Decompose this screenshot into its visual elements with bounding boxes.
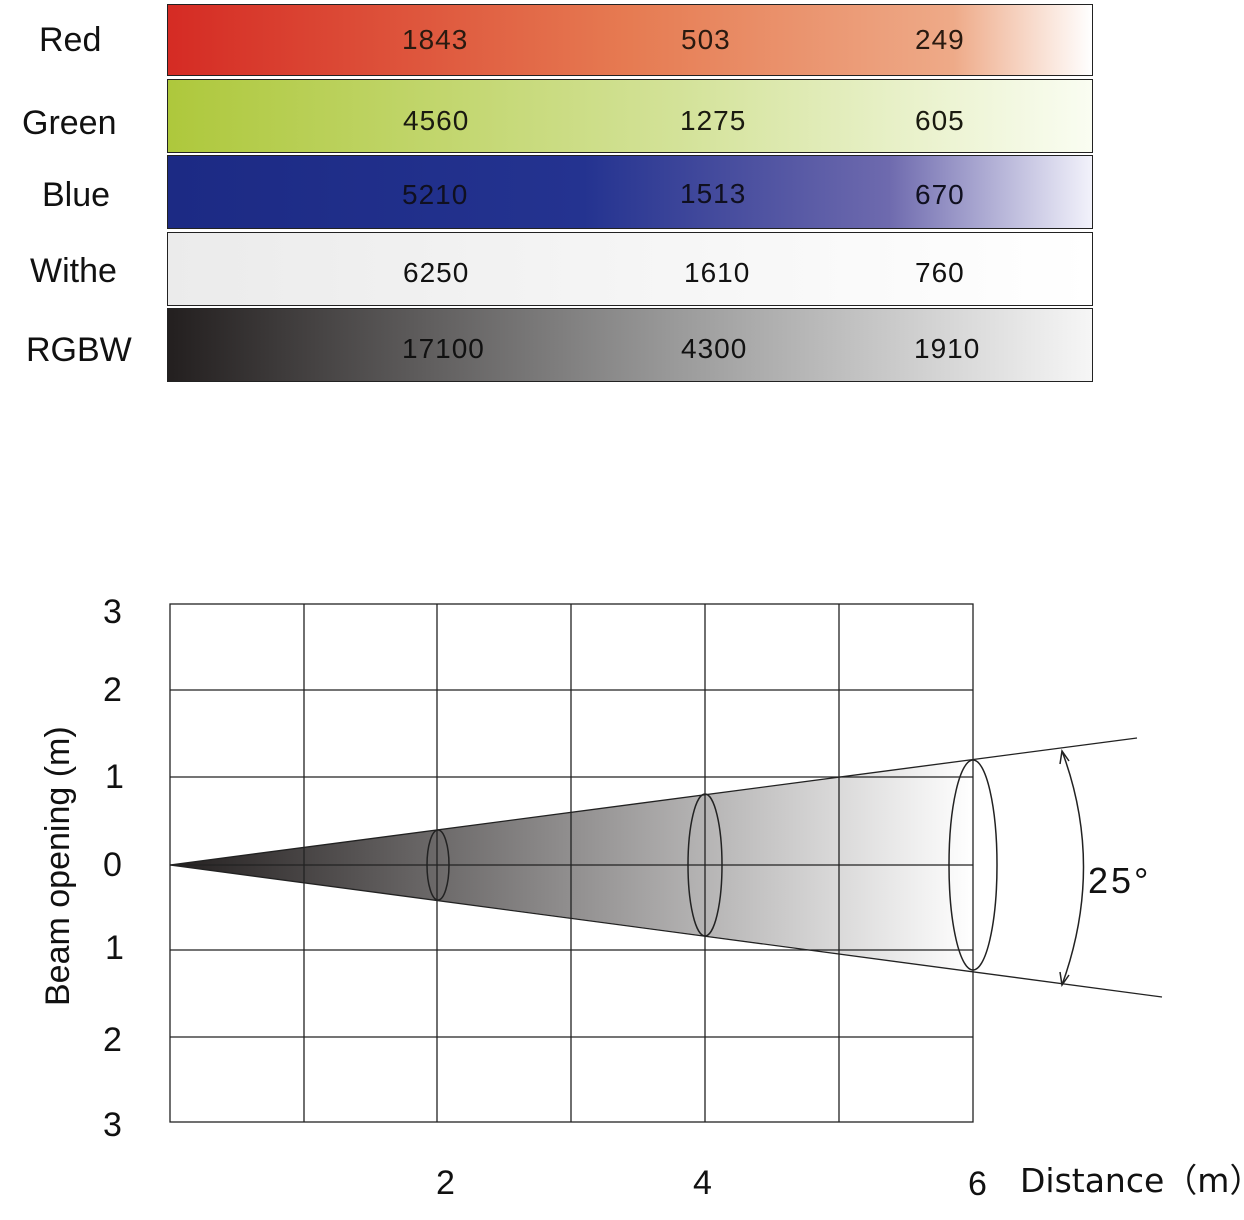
x-tick: 6 (968, 1165, 987, 1203)
row-label-rgbw: RGBW (26, 331, 132, 369)
value-blue-2m: 5210 (402, 179, 469, 210)
beam-sections (426, 759, 998, 971)
value-white-6m: 760 (915, 257, 965, 288)
value-rgbw-2m: 17100 (402, 333, 485, 364)
y-tick: 1 (105, 929, 124, 967)
y-tick: 1 (105, 758, 124, 796)
value-green-4m: 1275 (680, 105, 747, 136)
angle-indicator (1059, 749, 1085, 987)
beam-section-4m (687, 793, 723, 937)
y-tick: 0 (103, 846, 122, 884)
beam-section-6m (948, 759, 998, 971)
beam-edges (169, 737, 1163, 998)
value-green-6m: 605 (915, 105, 965, 136)
value-blue-4m: 1513 (680, 178, 747, 209)
bar-rgbw: 17100 4300 1910 (167, 308, 1093, 382)
bar-red: 1843 503 249 (167, 4, 1093, 76)
x-axis-ticks: 2 4 6 (436, 1164, 987, 1203)
x-tick: 4 (693, 1164, 712, 1202)
bar-white: 6250 1610 760 (167, 232, 1093, 306)
y-axis-ticks: 3 2 1 0 1 2 3 (103, 593, 124, 1144)
y-tick: 3 (103, 593, 122, 631)
beam-section-2m (426, 829, 450, 901)
row-label-blue: Blue (42, 176, 111, 214)
y-tick: 3 (103, 1106, 122, 1144)
row-label-red: Red (39, 21, 102, 59)
value-red-4m: 503 (681, 24, 731, 55)
value-white-2m: 6250 (403, 257, 470, 288)
y-tick: 2 (103, 1021, 122, 1059)
x-axis-label: Distance（m） (1020, 1161, 1244, 1200)
y-tick: 2 (103, 671, 122, 709)
value-rgbw-4m: 4300 (681, 333, 748, 364)
row-label-white: Withe (30, 252, 117, 290)
grid (169, 603, 974, 1123)
y-axis-label: Beam opening (m) (39, 726, 77, 1006)
value-green-2m: 4560 (403, 105, 470, 136)
angle-label: 25° (1088, 860, 1151, 901)
value-rgbw-6m: 1910 (914, 333, 981, 364)
value-red-2m: 1843 (402, 24, 469, 55)
value-white-4m: 1610 (684, 257, 751, 288)
bar-green: 4560 1275 605 (167, 79, 1093, 153)
x-tick: 2 (436, 1164, 455, 1202)
bar-blue: 5210 1513 670 (167, 155, 1093, 229)
row-label-green: Green (22, 104, 117, 142)
value-blue-6m: 670 (915, 179, 965, 210)
value-red-6m: 249 (915, 24, 965, 55)
